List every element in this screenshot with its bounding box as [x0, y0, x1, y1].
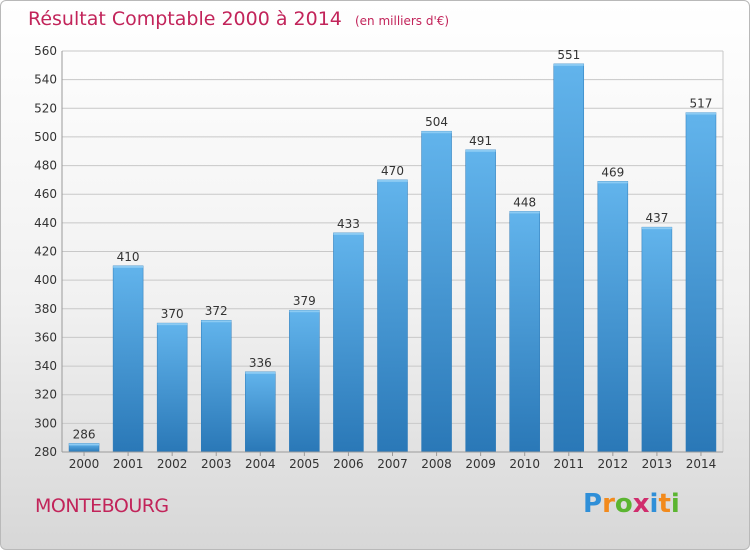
- logo-letter: o: [614, 489, 633, 519]
- bar-highlight: [421, 131, 452, 134]
- bar-2003: [200, 319, 232, 453]
- x-tick-label: 2000: [69, 457, 100, 471]
- bar-2008: [421, 130, 452, 453]
- value-label: 551: [557, 48, 580, 62]
- logo-letter: r: [602, 489, 615, 519]
- value-label: 504: [425, 115, 448, 129]
- y-tick-label: 420: [34, 245, 57, 259]
- value-label: 372: [205, 304, 228, 318]
- bar-highlight: [465, 149, 496, 152]
- value-label: 336: [249, 356, 272, 370]
- bar-2001: [112, 265, 144, 453]
- y-tick-label: 400: [34, 273, 57, 287]
- bar-2013: [641, 226, 673, 453]
- bar-highlight: [333, 232, 364, 235]
- bar-2010: [509, 211, 540, 453]
- bar-highlight: [157, 323, 188, 326]
- bar-2005: [289, 309, 320, 453]
- bar-2012: [597, 181, 629, 453]
- bar-highlight: [553, 63, 584, 66]
- value-label: 448: [513, 195, 536, 209]
- y-tick-label: 480: [34, 159, 57, 173]
- value-label: 470: [381, 164, 404, 178]
- x-tick-label: 2001: [113, 457, 144, 471]
- y-tick-label: 340: [34, 359, 57, 373]
- bar-highlight: [113, 265, 144, 268]
- y-tick-label: 280: [34, 445, 57, 459]
- y-tick-label: 500: [34, 130, 57, 144]
- bar-2014: [685, 112, 717, 453]
- bar-highlight: [245, 371, 276, 374]
- bar-highlight: [509, 211, 540, 214]
- value-label: 379: [293, 294, 316, 308]
- bar-2004: [245, 371, 276, 453]
- y-tick-label: 460: [34, 187, 57, 201]
- x-tick-label: 2006: [333, 457, 364, 471]
- logo-letter: i: [649, 489, 659, 519]
- bar-2006: [333, 232, 364, 453]
- proxiti-logo: Proxiti: [583, 489, 680, 519]
- chart-title: Résultat Comptable 2000 à 2014 (en milli…: [28, 8, 449, 30]
- logo-letter: t: [658, 489, 671, 519]
- value-label: 491: [469, 134, 492, 148]
- bar-highlight: [69, 443, 100, 446]
- logo-letter: i: [670, 489, 680, 519]
- y-tick-label: 320: [34, 388, 57, 402]
- logo-letter: P: [583, 489, 603, 519]
- x-tick-label: 2013: [642, 457, 673, 471]
- value-label: 517: [690, 97, 713, 111]
- y-tick-label: 560: [34, 44, 57, 58]
- bar-highlight: [289, 310, 320, 313]
- y-tick-label: 440: [34, 216, 57, 230]
- bar-highlight: [597, 181, 628, 184]
- bar-highlight: [641, 227, 672, 230]
- chart-title-text: Résultat Comptable 2000 à 2014: [28, 8, 342, 30]
- x-tick-label: 2007: [377, 457, 408, 471]
- y-tick-label: 300: [34, 416, 57, 430]
- location-name: MONTEBOURG: [35, 495, 169, 517]
- x-tick-label: 2003: [201, 457, 232, 471]
- bar-highlight: [685, 112, 716, 115]
- x-tick-label: 2002: [157, 457, 188, 471]
- x-tick-label: 2012: [598, 457, 629, 471]
- logo-letter: x: [632, 489, 650, 519]
- x-tick-label: 2009: [465, 457, 496, 471]
- x-tick-label: 2011: [553, 457, 584, 471]
- x-tick-label: 2008: [421, 457, 452, 471]
- value-label: 410: [117, 250, 140, 264]
- bar-2002: [156, 322, 188, 453]
- bar-highlight: [201, 320, 232, 323]
- value-label: 370: [161, 307, 184, 321]
- chart-unit-text: (en milliers d'€): [354, 14, 450, 28]
- x-tick-label: 2004: [245, 457, 276, 471]
- bar-highlight: [377, 179, 408, 182]
- value-label: 437: [645, 211, 668, 225]
- y-tick-label: 540: [34, 73, 57, 87]
- x-tick-label: 2014: [686, 457, 717, 471]
- y-tick-label: 360: [34, 330, 57, 344]
- bar-2009: [465, 149, 496, 453]
- bar-2011: [553, 63, 585, 453]
- y-tick-label: 520: [34, 101, 57, 115]
- y-tick-label: 380: [34, 302, 57, 316]
- bar-2007: [377, 179, 408, 453]
- value-label: 286: [73, 427, 96, 441]
- x-tick-label: 2010: [509, 457, 540, 471]
- value-label: 433: [337, 217, 360, 231]
- value-label: 469: [601, 165, 624, 179]
- x-tick-label: 2005: [289, 457, 320, 471]
